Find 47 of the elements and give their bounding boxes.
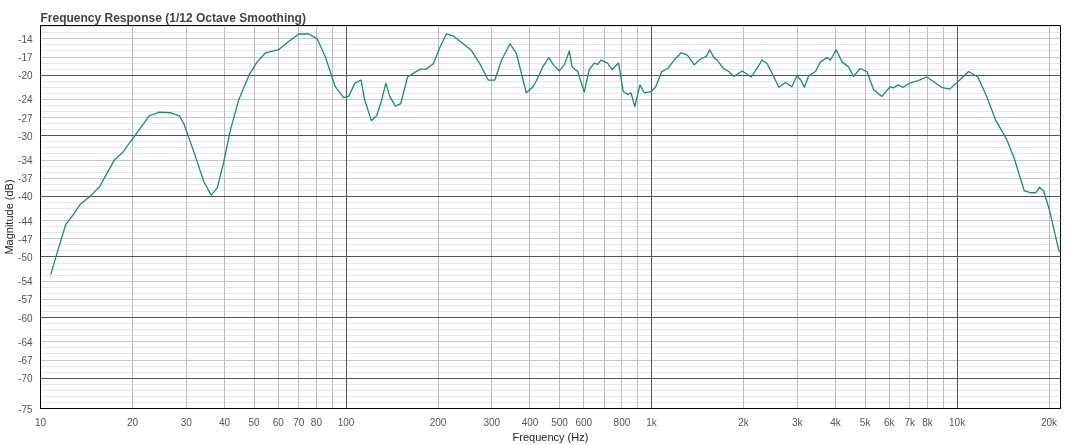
- y-tick-label: -70: [18, 373, 33, 385]
- y-tick-label: -20: [18, 70, 33, 82]
- x-tick-label: 20k: [1041, 416, 1059, 428]
- x-tick-label: 40: [218, 416, 231, 428]
- y-tick-label: -34: [18, 155, 33, 167]
- y-tick-label: -50: [18, 252, 33, 263]
- x-tick-label: 5k: [859, 416, 872, 428]
- y-tick-label: -64: [18, 336, 33, 348]
- y-tick-label: -14: [18, 33, 33, 45]
- x-tick-label: 500: [551, 416, 569, 428]
- x-tick-label: 1k: [646, 416, 658, 428]
- y-tick-label: -40: [18, 191, 33, 203]
- y-tick-label: -75: [18, 403, 33, 415]
- y-tick-label: -54: [18, 276, 33, 288]
- x-tick-label: 30: [180, 416, 193, 428]
- x-tick-label: 200: [429, 416, 447, 428]
- x-tick-label: 300: [483, 416, 501, 428]
- y-tick-label: -30: [18, 130, 33, 142]
- chart-title: Frequency Response (1/12 Octave Smoothing): [40, 10, 306, 25]
- y-tick-label: -24: [18, 94, 33, 106]
- x-tick-label: 60: [272, 416, 285, 428]
- x-tick-label: 2k: [738, 416, 750, 428]
- y-tick-label: -44: [18, 215, 33, 227]
- x-tick-label: 100: [337, 416, 355, 428]
- x-tick-label: 6k: [884, 416, 896, 428]
- x-tick-label: 8k: [922, 416, 934, 428]
- x-tick-label: 600: [575, 416, 593, 428]
- x-tick-label: 70: [293, 416, 305, 428]
- x-tick-label: 10: [34, 416, 47, 428]
- y-tick-label: -37: [18, 173, 33, 185]
- x-tick-label: 10k: [949, 416, 967, 428]
- y-tick-label: -57: [18, 294, 33, 306]
- y-tick-label: -47: [18, 233, 33, 245]
- x-tick-label: 7k: [904, 416, 917, 428]
- y-tick-label: -17: [18, 52, 33, 64]
- y-tick-label: -27: [18, 112, 33, 124]
- y-tick-label: -67: [18, 355, 33, 367]
- x-tick-label: 4k: [830, 416, 842, 428]
- y-tick-label: -60: [18, 312, 33, 324]
- x-tick-label: 400: [521, 416, 539, 428]
- x-axis-title: Frequency (Hz): [512, 430, 589, 443]
- x-tick-label: 20: [126, 416, 139, 428]
- x-tick-label: 80: [310, 416, 323, 428]
- x-tick-label: 3k: [792, 416, 804, 428]
- y-axis-title: Magnitude (dB): [3, 179, 16, 255]
- x-tick-label: 50: [248, 416, 261, 428]
- x-tick-label: 800: [613, 416, 631, 428]
